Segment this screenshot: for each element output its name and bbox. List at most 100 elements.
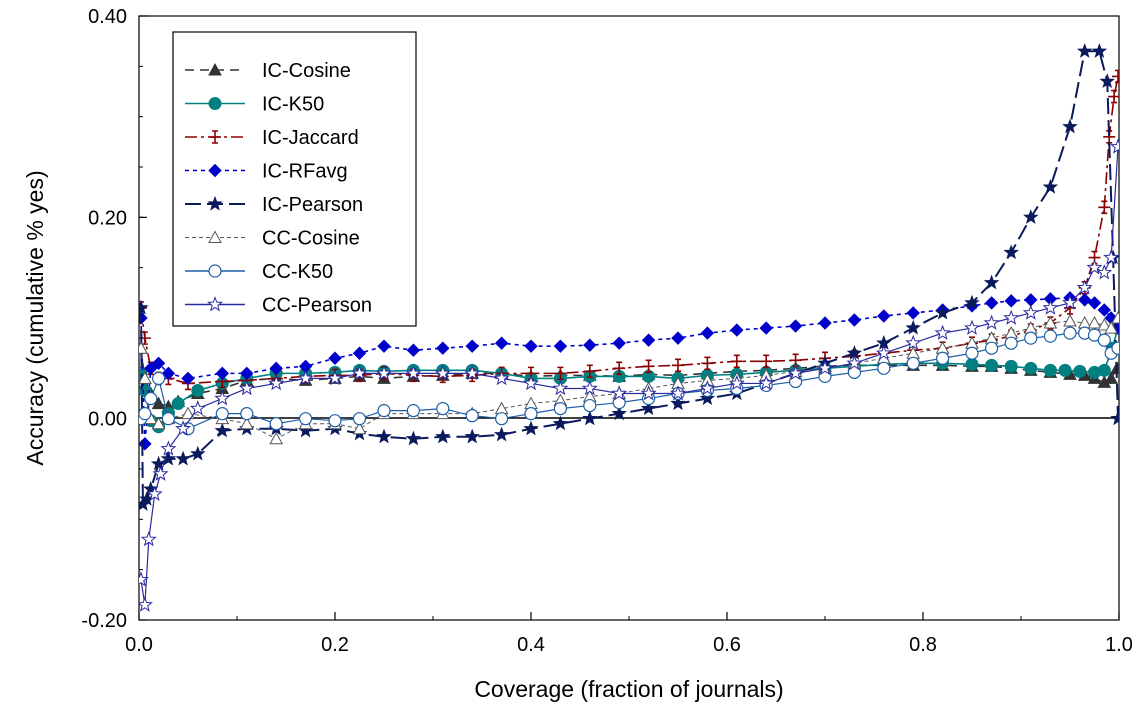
data-point — [175, 420, 192, 436]
data-point — [1063, 326, 1077, 340]
x-tick-label: 0.4 — [517, 634, 545, 656]
x-tick-label: 1.0 — [1105, 634, 1133, 656]
data-point — [553, 339, 568, 353]
x-tick-label: 0.6 — [713, 634, 741, 656]
data-point — [151, 356, 166, 371]
data-point — [582, 410, 598, 426]
data-point — [494, 336, 509, 350]
data-point — [1022, 304, 1039, 320]
data-point — [299, 412, 313, 426]
data-point — [1104, 321, 1119, 334]
data-point — [1043, 363, 1057, 377]
data-point — [759, 321, 773, 335]
data-point — [151, 416, 166, 430]
data-point — [787, 364, 804, 381]
data-point — [1061, 294, 1079, 310]
data-point — [1097, 318, 1112, 331]
data-point — [1110, 410, 1119, 426]
data-point — [436, 341, 450, 355]
data-point — [1003, 244, 1019, 260]
legend-marker — [209, 130, 221, 144]
data-point — [139, 341, 148, 354]
data-point — [1110, 138, 1119, 154]
data-point — [181, 371, 195, 386]
data-point — [818, 316, 832, 330]
data-point — [583, 398, 597, 413]
data-point — [175, 450, 191, 466]
data-point — [935, 351, 950, 365]
data-point — [1004, 294, 1018, 308]
data-point — [160, 440, 177, 456]
data-point — [984, 331, 999, 344]
data-point — [493, 369, 510, 386]
data-point — [435, 428, 451, 444]
data-point — [352, 412, 367, 426]
y-tick-label: 0.00 — [88, 409, 127, 431]
data-point — [1024, 331, 1038, 345]
data-point — [240, 366, 254, 381]
data-point — [965, 346, 979, 360]
data-point — [376, 428, 392, 444]
data-point — [150, 455, 167, 471]
data-point — [406, 343, 421, 357]
data-point — [191, 383, 205, 397]
legend-marker — [208, 163, 222, 178]
data-point — [434, 364, 451, 381]
y-tick-label: 0.20 — [88, 207, 127, 229]
data-point — [789, 353, 802, 368]
data-point — [1042, 178, 1059, 194]
legend-item: CC-Pearson — [185, 295, 372, 317]
legend-item: IC-Cosine — [185, 60, 351, 82]
data-point — [1024, 361, 1038, 375]
data-point — [877, 309, 891, 323]
data-point — [1087, 315, 1102, 329]
legend-label: IC-Cosine — [262, 60, 351, 82]
data-point — [1111, 310, 1119, 324]
data-point — [328, 414, 342, 428]
data-point — [642, 359, 655, 374]
data-point — [269, 361, 283, 376]
data-point — [1058, 363, 1072, 377]
data-point — [758, 375, 775, 391]
data-point — [699, 380, 716, 396]
data-point — [1004, 326, 1019, 339]
data-point — [216, 374, 229, 389]
series-cc-k50 — [139, 326, 1119, 436]
data-point — [377, 404, 391, 418]
data-point — [326, 369, 344, 386]
data-point — [377, 339, 391, 353]
data-point — [1042, 299, 1059, 315]
legend-label: IC-Pearson — [262, 194, 363, 216]
data-point — [151, 396, 166, 410]
legend-label: IC-RFavg — [262, 161, 348, 183]
data-point — [669, 385, 687, 401]
data-point — [1004, 359, 1018, 373]
data-point — [640, 400, 657, 416]
data-point — [699, 390, 716, 406]
data-point — [328, 351, 342, 365]
data-point — [152, 465, 169, 481]
data-point — [495, 412, 509, 426]
data-point — [641, 333, 656, 347]
data-point — [161, 366, 176, 381]
series-layer — [139, 43, 1119, 612]
data-point — [215, 407, 229, 421]
data-point — [670, 395, 686, 411]
data-point — [934, 324, 951, 340]
series-ic-rfavg — [139, 291, 1119, 451]
series-ic-k50 — [139, 321, 1119, 434]
data-point — [1063, 313, 1077, 327]
legend-label: CC-Pearson — [262, 295, 372, 317]
data-point — [375, 364, 393, 381]
data-point — [640, 385, 657, 401]
data-point — [730, 323, 744, 337]
legend-marker — [208, 97, 222, 110]
data-point — [700, 326, 715, 340]
legend-item: IC-Pearson — [185, 194, 363, 216]
legend-item: CC-Cosine — [185, 228, 360, 250]
legend-label: CC-Cosine — [262, 228, 360, 250]
data-point — [160, 450, 177, 466]
legend-label: IC-K50 — [262, 94, 324, 116]
data-point — [984, 296, 999, 310]
